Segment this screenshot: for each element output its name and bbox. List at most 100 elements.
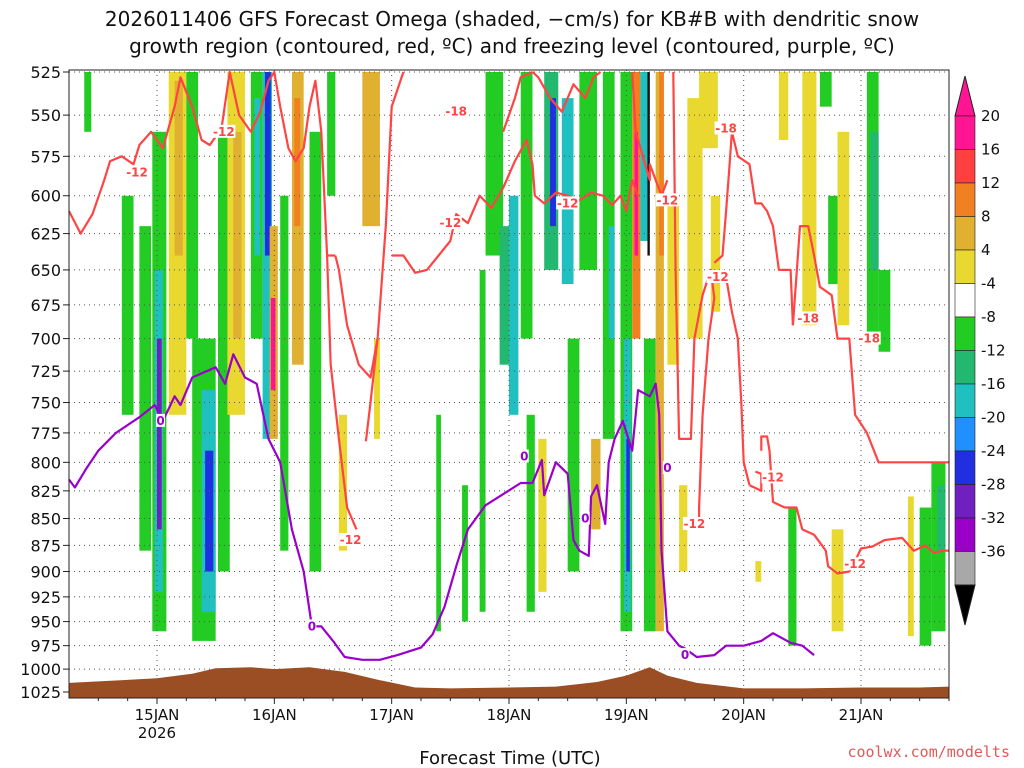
dgz-contour-7 (631, 71, 669, 197)
dgz-label-13: -12 (844, 557, 866, 571)
dgz-label-9: -12 (762, 470, 784, 484)
freezing-label-0-bg (156, 413, 166, 427)
dgz-label-5-bg (556, 196, 580, 210)
freezing-label-3-bg (580, 511, 590, 525)
colorbar-label-12: -32 (981, 509, 1006, 527)
omega-cell-66 (828, 195, 840, 285)
omega-cell-25 (327, 72, 336, 196)
dgz-label-6: -12 (657, 193, 679, 207)
dgz-label-3-bg (444, 104, 468, 118)
omega-cell-56 (667, 195, 680, 365)
omega-cell-20 (270, 298, 276, 391)
dgz-label-12-bg (857, 331, 881, 345)
dgz-label-10: -12 (684, 517, 706, 531)
dgz-label-12: -18 (858, 332, 880, 346)
colorbar-label-9: -20 (981, 409, 1006, 427)
y-tick-label-700: 700 (30, 330, 61, 349)
contour-labels: -12 -12 -12 -18 -12 -12 -12 -18 -12 -12 -12 -18 -18 -… (125, 104, 881, 662)
colorbar-label-7: -12 (981, 342, 1006, 360)
y-axis: 525 550 575 600 625 650 675 700 725 750 775 800 825 8… (20, 63, 69, 702)
omega-cell-24 (309, 131, 322, 572)
dgz-label-13-bg (843, 557, 867, 571)
colorbar: 20 16 12 8 4 -4 -8 -12 -16 -20 -24 -28 -32 -36 (954, 75, 1006, 626)
dgz-contour-5 (502, 70, 533, 133)
dgz-contour-6 (531, 71, 602, 113)
omega-cell-1 (121, 195, 134, 415)
omega-cell-40 (561, 98, 574, 285)
freezing-label-1-bg (307, 619, 317, 633)
omega-cell-59 (699, 72, 718, 149)
dgz-label-0-bg (125, 165, 149, 179)
omega-cell-67 (831, 529, 844, 632)
dgz-contour-0 (68, 70, 358, 530)
omega-cell-75 (937, 485, 946, 551)
omega-cell-53 (643, 338, 656, 632)
omega-cell-68 (837, 131, 850, 326)
dgz-label-8: -12 (707, 270, 729, 284)
x-tick-label-15JAN: 15JAN (135, 706, 180, 724)
freezing-level-contour (68, 353, 815, 661)
freezing-label-3: 0 (581, 512, 589, 526)
y-tick-label-975: 975 (30, 637, 61, 656)
credit-text: coolwx.com/modelts (847, 743, 1010, 761)
y-tick-label-550: 550 (30, 106, 61, 125)
freezing-label-4: 0 (663, 461, 671, 475)
chart-title-line-1: 2026011406 GFS Forecast Omega (shaded, −… (105, 7, 919, 31)
y-tick-label-750: 750 (30, 394, 61, 413)
omega-cell-65 (819, 72, 832, 107)
omega-cell-30 (462, 485, 468, 622)
chart-title-line-2: growth region (contoured, red, ºC) and f… (129, 34, 895, 58)
omega-cell-35 (520, 72, 533, 339)
y-tick-label-900: 900 (30, 562, 61, 581)
omega-cell-37 (538, 438, 547, 592)
omega-cell-16 (254, 98, 261, 256)
omega-cell-45 (608, 226, 615, 339)
colorbar-swatch-5 (954, 283, 976, 318)
x-axis-title: Forecast Time (UTC) (419, 748, 600, 768)
dgz-label-1: -12 (213, 125, 235, 139)
omega-cell-51 (640, 72, 650, 241)
omega-cell-11 (205, 450, 214, 572)
dgz-contour-2 (364, 338, 379, 442)
x-tick-label-16JAN: 16JAN (252, 706, 297, 724)
colorbar-label-0: 20 (981, 107, 1000, 125)
colorbar-swatch-3 (954, 216, 976, 251)
omega-cell-61 (755, 561, 762, 582)
y-tick-label-950: 950 (30, 613, 61, 632)
omega-cell-58 (687, 98, 703, 339)
dgz-label-11-bg (796, 311, 820, 325)
omega-cell-70 (870, 131, 879, 270)
colorbar-swatch-12 (954, 517, 976, 552)
colorbar-label-4: 4 (981, 241, 991, 259)
omega-shading (84, 72, 946, 646)
x-tick-label-18JAN: 18JAN (487, 706, 532, 724)
x-tick-label-19JAN: 19JAN (604, 706, 649, 724)
omega-cell-44 (602, 72, 615, 439)
y-tick-label-825: 825 (30, 482, 61, 501)
colorbar-label-13: -36 (981, 543, 1006, 561)
omega-cell-7 (174, 80, 183, 256)
omega-cell-27 (362, 72, 380, 227)
colorbar-swatch-8 (954, 383, 976, 418)
colorbar-label-11: -28 (981, 476, 1006, 494)
y-tick-label-525: 525 (30, 63, 61, 82)
freezing-label-0: 0 (156, 414, 164, 428)
dgz-label-4: -12 (439, 216, 461, 230)
colorbar-label-5: -4 (981, 275, 996, 293)
omega-cell-18 (264, 72, 271, 256)
y-tick-label-1025: 1025 (20, 683, 61, 702)
dgz-label-3: -18 (445, 105, 467, 119)
dgz-contour-9 (713, 131, 733, 264)
freezing-label-5: 0 (681, 648, 689, 662)
omega-cell-72 (907, 496, 914, 637)
omega-cell-39 (550, 98, 556, 227)
colorbar-swatch-2 (954, 182, 976, 217)
y-tick-label-725: 725 (30, 362, 61, 381)
omega-cell-36 (526, 414, 535, 612)
dgz-label-5: -12 (557, 196, 579, 210)
colorbar-swatch-7 (954, 350, 976, 385)
omega-cell-60 (710, 195, 721, 312)
y-tick-label-575: 575 (30, 147, 61, 166)
dgz-contour-4 (391, 138, 640, 274)
omega-cell-52 (647, 72, 650, 256)
